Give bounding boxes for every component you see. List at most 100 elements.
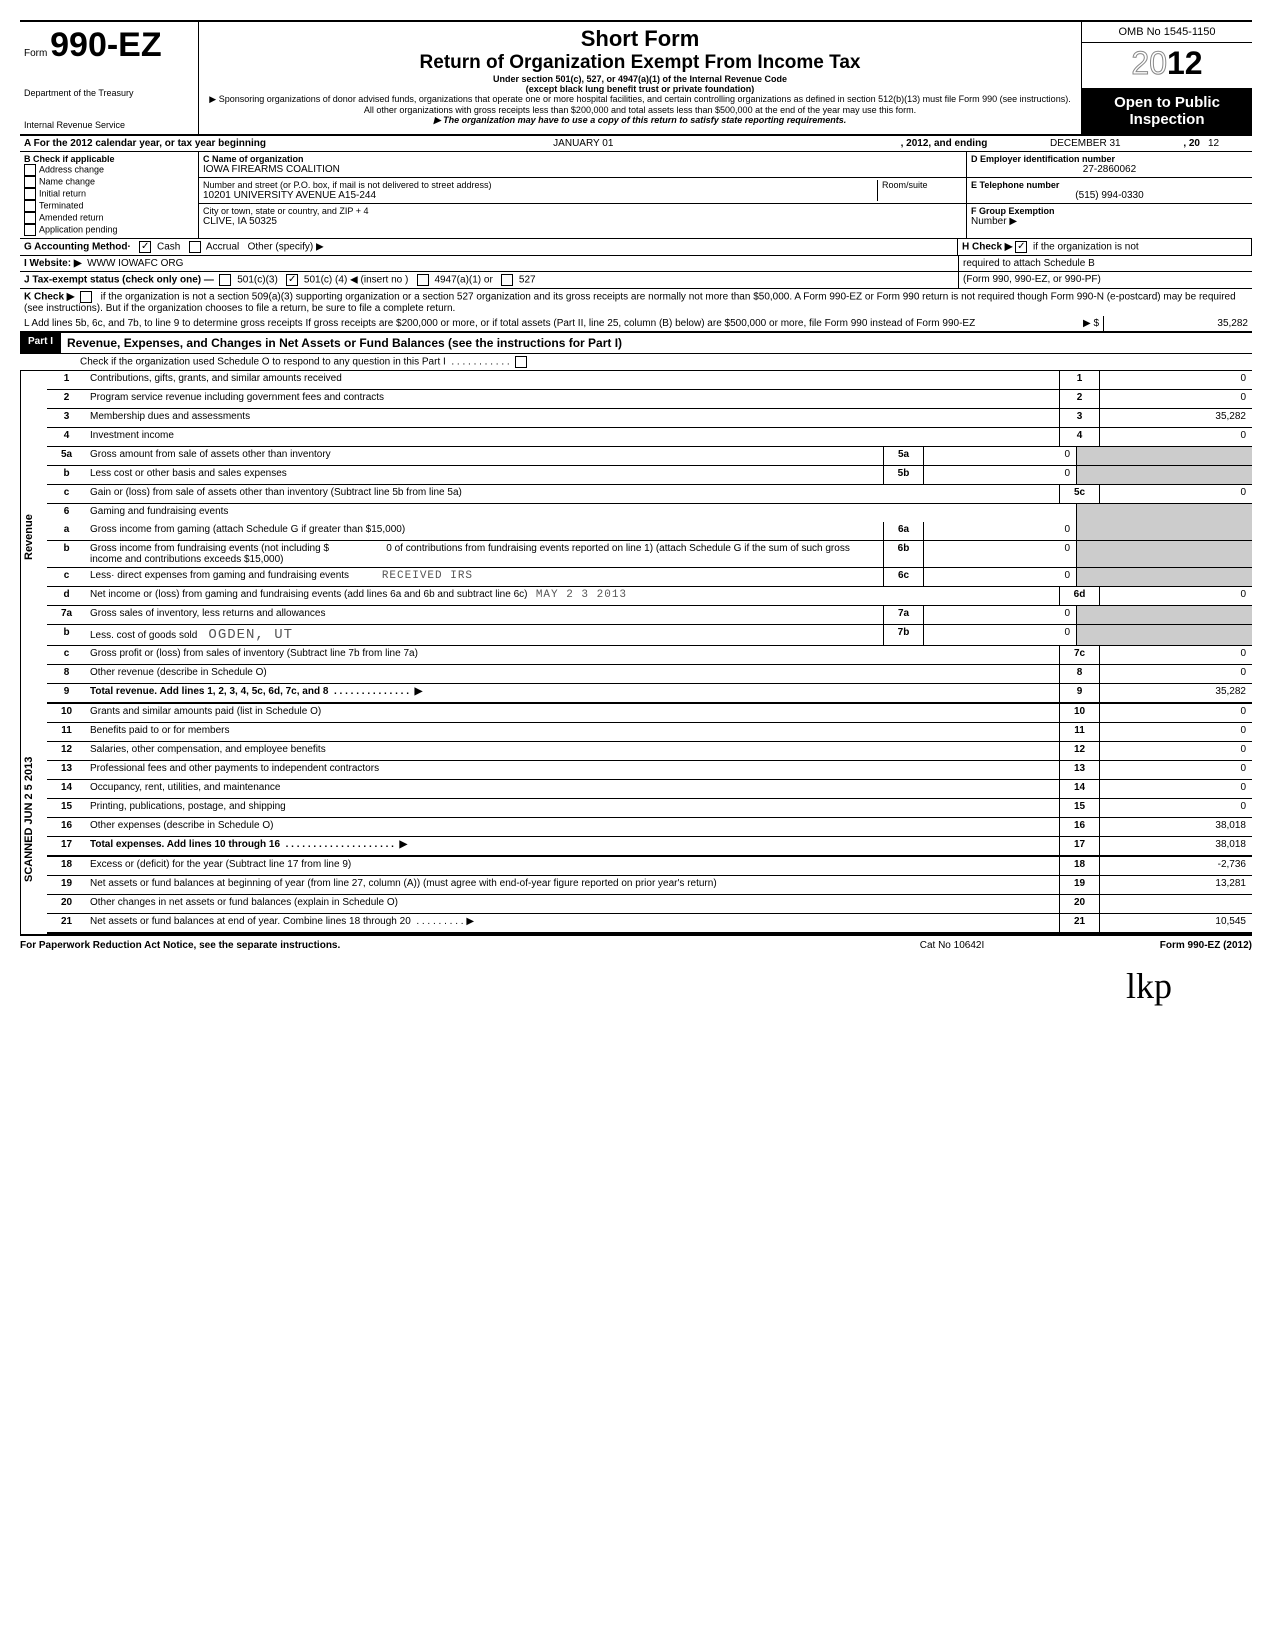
omb-number: OMB No 1545-1150 bbox=[1082, 22, 1252, 43]
line-6d: d Net income or (loss) from gaming and f… bbox=[47, 587, 1252, 606]
ln6b-desc1: Gross income from fundraising events (no… bbox=[90, 543, 329, 554]
checkbox-cash[interactable]: ✓ bbox=[139, 241, 151, 253]
checkbox-h[interactable]: ✓ bbox=[1015, 241, 1027, 253]
ln6b-desc: Gross income from fundraising events (no… bbox=[86, 541, 883, 567]
ln3-desc: Membership dues and assessments bbox=[86, 409, 1059, 427]
ln6b-gray bbox=[1076, 541, 1252, 567]
ln7b-minibox: 7b bbox=[883, 625, 924, 645]
ln5b-miniamt: 0 bbox=[924, 466, 1076, 484]
entity-block: B Check if applicable Address change Nam… bbox=[20, 152, 1252, 239]
scanned-vlabel: SCANNED JUN 2 5 2013 bbox=[20, 704, 47, 934]
form-header: Form 990-EZ Department of the Treasury I… bbox=[20, 20, 1252, 136]
k-text: if the organization is not a section 509… bbox=[24, 292, 1236, 314]
ln5a-desc: Gross amount from sale of assets other t… bbox=[86, 447, 883, 465]
ln6b-num: b bbox=[47, 541, 86, 567]
part1-check-row: Check if the organization used Schedule … bbox=[20, 354, 1252, 371]
period-end: DECEMBER 31 bbox=[991, 136, 1179, 151]
ln2-num: 2 bbox=[47, 390, 86, 408]
ln8-num: 8 bbox=[47, 665, 86, 683]
form-page: Form 990-EZ Department of the Treasury I… bbox=[20, 20, 1252, 1007]
ln18-box: 18 bbox=[1059, 857, 1099, 875]
checkbox-amended[interactable] bbox=[24, 212, 36, 224]
ln6a-gray bbox=[1076, 522, 1252, 540]
line-6b: b Gross income from fundraising events (… bbox=[47, 541, 1252, 568]
ln4-num: 4 bbox=[47, 428, 86, 446]
ln10-box: 10 bbox=[1059, 704, 1099, 722]
period-mid: , 2012, and ending bbox=[897, 136, 992, 151]
section-c: C Name of organization IOWA FIREARMS COA… bbox=[199, 152, 967, 238]
checkbox-terminated[interactable] bbox=[24, 200, 36, 212]
b-item-4: Amended return bbox=[24, 212, 194, 224]
checkbox-4947[interactable] bbox=[417, 274, 429, 286]
period-begin: JANUARY 01 bbox=[270, 136, 897, 151]
checkbox-part1-schedo[interactable] bbox=[515, 356, 527, 368]
ln12-box: 12 bbox=[1059, 742, 1099, 760]
line-20: 20 Other changes in net assets or fund b… bbox=[47, 895, 1252, 914]
section-b: B Check if applicable Address change Nam… bbox=[20, 152, 199, 238]
ln5b-gray bbox=[1076, 466, 1252, 484]
city-label: City or town, state or country, and ZIP … bbox=[203, 206, 962, 216]
ln7c-desc: Gross profit or (loss) from sales of inv… bbox=[86, 646, 1059, 664]
ln17-desc: Total expenses. Add lines 10 through 16 … bbox=[86, 837, 1059, 855]
ln5b-desc: Less cost or other basis and sales expen… bbox=[86, 466, 883, 484]
checkbox-527[interactable] bbox=[501, 274, 513, 286]
ln6b-miniamt: 0 bbox=[924, 541, 1076, 567]
sub4: ▶ The organization may have to use a cop… bbox=[207, 115, 1073, 126]
ln16-num: 16 bbox=[47, 818, 86, 836]
b-item-5: Application pending bbox=[24, 224, 194, 236]
row-k: K Check ▶ if the organization is not a s… bbox=[20, 289, 1252, 316]
ln15-amt: 0 bbox=[1099, 799, 1252, 817]
part1-header: Part I Revenue, Expenses, and Changes in… bbox=[20, 332, 1252, 354]
ln20-desc: Other changes in net assets or fund bala… bbox=[86, 895, 1059, 913]
tax-year: 2012 bbox=[1082, 43, 1252, 88]
ln16-desc: Other expenses (describe in Schedule O) bbox=[86, 818, 1059, 836]
f-label: F Group Exemption bbox=[971, 206, 1248, 216]
year-bold: 12 bbox=[1167, 45, 1203, 81]
ln18-desc: Excess or (deficit) for the year (Subtra… bbox=[86, 857, 1059, 875]
checkbox-pending[interactable] bbox=[24, 224, 36, 236]
ln6a-minibox: 6a bbox=[883, 522, 924, 540]
line-6c: c Less· direct expenses from gaming and … bbox=[47, 568, 1252, 587]
j-c3: 501(c)(3) bbox=[237, 275, 278, 286]
checkbox-k[interactable] bbox=[80, 291, 92, 303]
section-h: H Check ▶ ✓ if the organization is not bbox=[957, 239, 1252, 255]
line-3: 3 Membership dues and assessments 3 35,2… bbox=[47, 409, 1252, 428]
checkbox-name-change[interactable] bbox=[24, 176, 36, 188]
ln9-amt: 35,282 bbox=[1099, 684, 1252, 702]
j-label: J Tax-exempt status (check only one) — bbox=[24, 275, 214, 286]
ln20-num: 20 bbox=[47, 895, 86, 913]
e-label: E Telephone number bbox=[971, 180, 1248, 190]
ln4-desc: Investment income bbox=[86, 428, 1059, 446]
revenue-vlabel: Revenue bbox=[20, 371, 47, 704]
checkbox-address-change[interactable] bbox=[24, 164, 36, 176]
line-21: 21 Net assets or fund balances at end of… bbox=[47, 914, 1252, 934]
ln16-amt: 38,018 bbox=[1099, 818, 1252, 836]
ln6d-num: d bbox=[47, 587, 86, 605]
ln2-desc: Program service revenue including govern… bbox=[86, 390, 1059, 408]
c-city-row: City or town, state or country, and ZIP … bbox=[199, 204, 966, 229]
b-item-1: Name change bbox=[24, 176, 194, 188]
ln9-desc: Total revenue. Add lines 1, 2, 3, 4, 5c,… bbox=[86, 684, 1059, 702]
checkbox-initial-return[interactable] bbox=[24, 188, 36, 200]
line-2: 2 Program service revenue including gove… bbox=[47, 390, 1252, 409]
b-item-3: Terminated bbox=[24, 200, 194, 212]
year-outline: 20 bbox=[1131, 45, 1167, 81]
section-f: F Group Exemption Number ▶ bbox=[967, 204, 1252, 229]
checkbox-501c3[interactable] bbox=[219, 274, 231, 286]
checkbox-501c[interactable]: ✓ bbox=[286, 274, 298, 286]
ln21-amt: 10,545 bbox=[1099, 914, 1252, 932]
f-label2: Number ▶ bbox=[971, 216, 1248, 227]
ln6b-minibox: 6b bbox=[883, 541, 924, 567]
ln2-amt: 0 bbox=[1099, 390, 1252, 408]
checkbox-accrual[interactable] bbox=[189, 241, 201, 253]
ln17-box: 17 bbox=[1059, 837, 1099, 855]
g-accrual: Accrual bbox=[206, 242, 239, 253]
sections-def: D Employer identification number 27-2860… bbox=[967, 152, 1252, 238]
ln6-gray bbox=[1076, 504, 1252, 522]
ln19-num: 19 bbox=[47, 876, 86, 894]
ln21-desc: Net assets or fund balances at end of ye… bbox=[86, 914, 1059, 932]
ln5a-num: 5a bbox=[47, 447, 86, 465]
d-label: D Employer identification number bbox=[971, 154, 1248, 164]
ln5a-minibox: 5a bbox=[883, 447, 924, 465]
ln17-amt: 38,018 bbox=[1099, 837, 1252, 855]
